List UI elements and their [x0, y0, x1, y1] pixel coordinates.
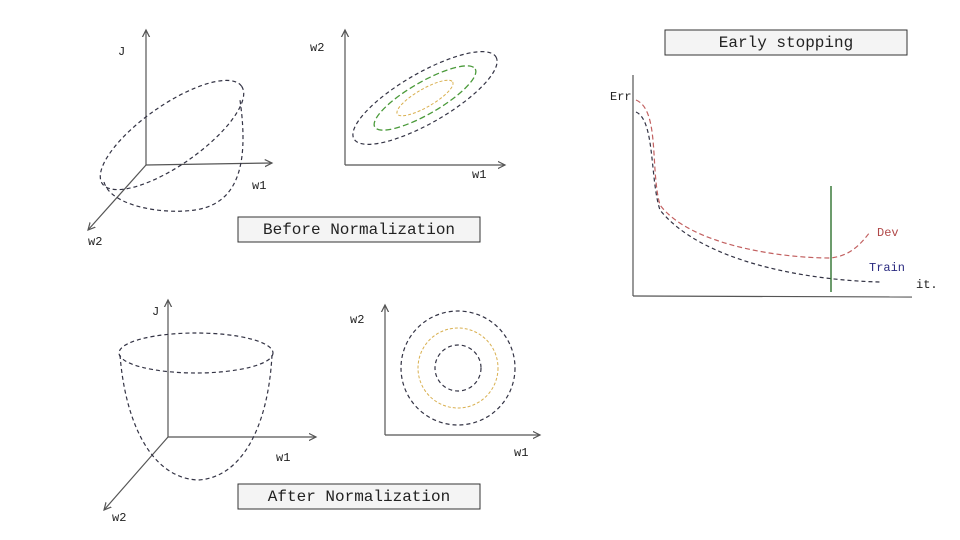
axis-label: it.: [916, 278, 938, 292]
label-box: [237, 483, 481, 510]
axis-label: w2: [350, 313, 364, 327]
axis-label: w2: [88, 235, 102, 249]
axis-label: w1: [276, 451, 290, 465]
before-contour: w2 w1: [310, 30, 509, 182]
section-label: After Normalization: [268, 488, 450, 506]
after-surface: J w1 w2: [104, 300, 316, 525]
label-box: [664, 29, 908, 56]
axis-label: w1: [514, 446, 528, 460]
axis-label: w2: [310, 41, 324, 55]
curve-label: Train: [869, 261, 905, 275]
section-label: Before Normalization: [263, 221, 455, 239]
axis-label: J: [118, 45, 125, 59]
axis-label: w2: [112, 511, 126, 525]
curve-label: Dev: [877, 226, 899, 240]
early-stopping-plot: Err it. Dev Train: [610, 75, 938, 298]
axis-label: J: [152, 305, 159, 319]
axis-label: w1: [472, 168, 486, 182]
label-box: [237, 216, 481, 243]
axis-label: w1: [252, 179, 266, 193]
section-title: Early stopping: [719, 34, 853, 52]
after-contour: w2 w1: [350, 305, 540, 460]
before-surface: J w1 w2: [85, 30, 272, 249]
axis-label: Err: [610, 90, 632, 104]
